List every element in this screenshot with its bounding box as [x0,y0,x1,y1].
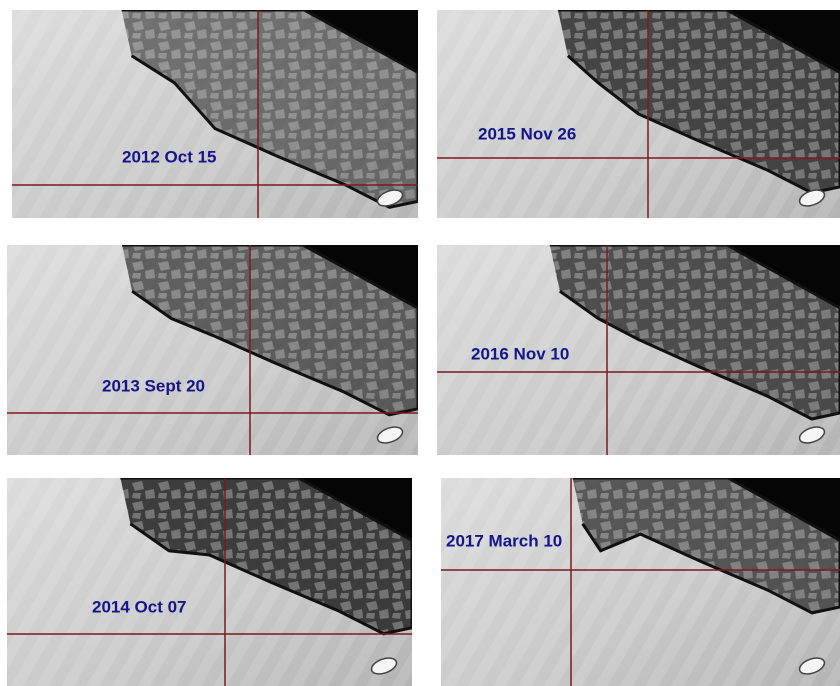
date-label: 2014 Oct 07 [92,597,187,616]
satellite-panel: 2012 Oct 15 [12,10,418,218]
iceberg [370,657,398,675]
satellite-panel: 2017 March 10 [441,478,840,686]
panel-content: 2016 Nov 10 [437,245,840,455]
panel-content: 2017 March 10 [441,478,840,686]
panel-content: 2015 Nov 26 [437,10,840,218]
rift-zone [120,478,412,634]
iceberg [376,189,404,207]
satellite-panel: 2016 Nov 10 [437,245,840,455]
rift-zone [549,245,840,419]
ice-front [120,478,412,636]
ice-front [549,245,840,421]
iceberg [798,426,826,444]
panel-content: 2013 Sept 20 [7,245,418,455]
rift-zone [572,478,840,613]
date-label: 2016 Nov 10 [471,344,569,363]
date-label: 2012 Oct 15 [122,147,217,166]
rift-zone [122,245,418,415]
date-label: 2015 Nov 26 [478,124,576,143]
panel-content: 2014 Oct 07 [7,478,412,686]
ice-front [572,478,840,615]
iceberg [798,189,826,207]
satellite-panel: 2013 Sept 20 [7,245,418,455]
rift-zone [557,10,840,193]
date-label: 2017 March 10 [446,531,562,550]
rift-zone [121,10,418,208]
ice-front [122,245,418,417]
satellite-panel: 2014 Oct 07 [7,478,412,686]
date-label: 2013 Sept 20 [102,376,205,395]
ice-front [557,10,840,195]
ice-front [121,10,418,209]
iceberg [798,657,826,675]
iceberg [376,426,404,444]
satellite-panel: 2015 Nov 26 [437,10,840,218]
panel-content: 2012 Oct 15 [12,10,418,218]
